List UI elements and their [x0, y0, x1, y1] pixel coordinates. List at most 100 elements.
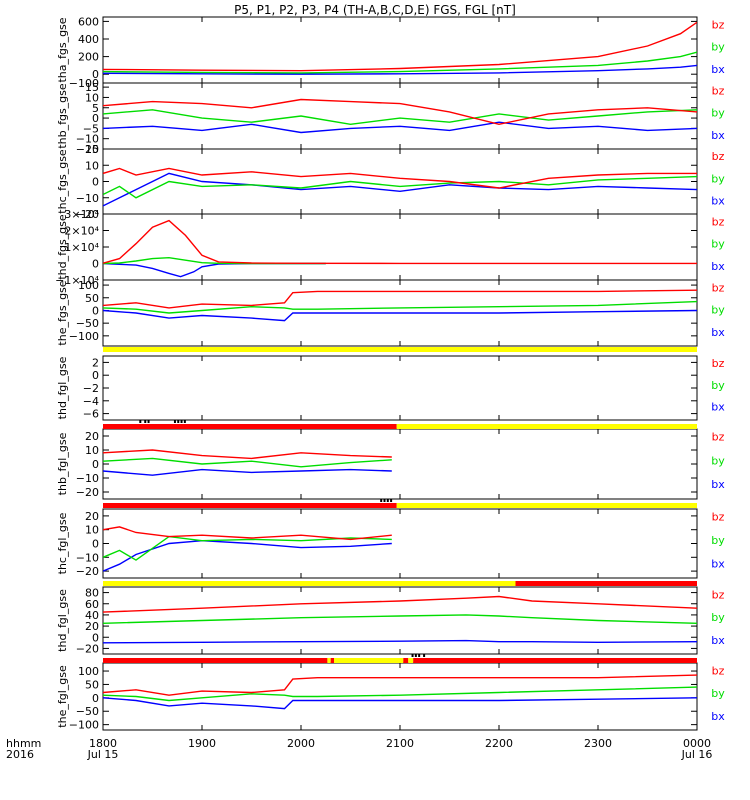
mode-segment	[396, 503, 697, 508]
legend-by: by	[711, 611, 725, 624]
ytick-label: 0	[92, 369, 99, 382]
series-by	[103, 51, 697, 74]
ytick-label: 50	[85, 292, 99, 305]
series-bz	[103, 21, 697, 72]
mode-segment	[515, 581, 697, 586]
ytick-label: −100	[69, 719, 99, 732]
ytick-label: 100	[78, 665, 99, 678]
legend-bx: bx	[711, 478, 725, 491]
xtick-label: 2000	[287, 737, 315, 750]
mode-segment	[403, 658, 409, 663]
ytick-label: 10	[85, 159, 99, 172]
ytick-label: −20	[76, 565, 99, 578]
mode-tick	[144, 420, 147, 423]
ytick-label: −10	[76, 551, 99, 564]
ylabel: thc_fgs_gse	[56, 149, 69, 214]
legend-bx: bx	[711, 260, 725, 273]
ylabel: thb_fgs_gse	[56, 83, 69, 149]
ylabel: thb_fgl_gse	[56, 432, 69, 495]
ytick-label: −15	[76, 143, 99, 156]
series-by	[103, 535, 392, 561]
legend-by: by	[711, 172, 725, 185]
series-bx	[103, 697, 697, 710]
mode-tick	[147, 420, 150, 423]
xtick-sublabel: Jul 15	[87, 748, 119, 761]
legend-by: by	[711, 238, 725, 251]
mode-segment	[413, 658, 697, 663]
legend-bz: bz	[712, 84, 725, 97]
ytick-label: 0	[92, 692, 99, 705]
series-bx	[103, 309, 697, 322]
ytick-label: −5	[83, 122, 99, 135]
mode-tick	[180, 420, 183, 423]
series-bz	[103, 449, 392, 460]
xtick-sublabel: Jul 16	[681, 748, 713, 761]
ytick-label: −10	[76, 192, 99, 205]
mode-bar-3	[103, 581, 697, 586]
ytick-label: 0	[92, 258, 99, 271]
xtick-label: 0000	[683, 737, 711, 750]
mode-bar-0	[103, 347, 697, 352]
legend-bz: bz	[712, 150, 725, 163]
legend-by: by	[711, 379, 725, 392]
legend-bx: bx	[711, 557, 725, 570]
mode-segment	[330, 658, 334, 663]
ytick-label: −10	[76, 133, 99, 146]
legend-bz: bz	[712, 18, 725, 31]
mode-segment	[334, 658, 404, 663]
legend-bz: bz	[712, 664, 725, 677]
mode-tick	[173, 420, 176, 423]
ytick-label: 0	[92, 112, 99, 125]
ytick-label: 600	[78, 15, 99, 28]
ytick-label: −2	[83, 382, 99, 395]
panel-frame	[102, 355, 698, 421]
series-by	[103, 457, 392, 468]
ytick-label: 20	[85, 430, 99, 443]
ytick-label: −1×10⁴	[55, 274, 99, 287]
series-bz	[103, 595, 697, 613]
ytick-label: 200	[78, 51, 99, 64]
series-bx	[103, 262, 326, 278]
panel-2: 20 10 0 −10 −20 thc_fgs_gse bz by bx	[56, 143, 725, 221]
series-by	[103, 109, 697, 126]
ytick-label: 10	[85, 91, 99, 104]
ylabel: the_fgs_gse	[56, 280, 69, 345]
ytick-label: 20	[85, 143, 99, 156]
ytick-label: 10	[85, 444, 99, 457]
ytick-label: 80	[85, 587, 99, 600]
legend-by: by	[711, 687, 725, 700]
mode-tick	[418, 654, 421, 657]
panel-frame	[102, 213, 698, 281]
ytick-label: 60	[85, 598, 99, 611]
series-bz	[103, 219, 697, 265]
legend-by: by	[711, 41, 725, 54]
mode-tick	[386, 499, 389, 502]
mode-tick	[139, 420, 142, 423]
mode-tick	[183, 420, 186, 423]
panel-frame	[102, 508, 698, 579]
series-bx	[103, 639, 697, 644]
series-bz	[103, 674, 697, 696]
series-by	[103, 256, 326, 265]
xtick-label: 2200	[485, 737, 513, 750]
xtick-label: 1900	[188, 737, 216, 750]
legend-bx: bx	[711, 129, 725, 142]
mode-segment	[103, 347, 697, 352]
corner-label-year: 2016	[6, 748, 34, 761]
ytick-label: 400	[78, 33, 99, 46]
mode-segment	[103, 503, 397, 508]
mode-tick	[411, 654, 414, 657]
legend-bx: bx	[711, 710, 725, 723]
panel-5: 20−2−4−6 thd_fgl_gse bz by bx	[56, 355, 725, 421]
ytick-label: 40	[85, 609, 99, 622]
legend-by: by	[711, 454, 725, 467]
legend-bz: bz	[712, 588, 725, 601]
mode-tick	[414, 654, 417, 657]
ytick-label: 0	[92, 631, 99, 644]
ytick-label: 20	[85, 510, 99, 523]
mode-segment	[327, 658, 331, 663]
